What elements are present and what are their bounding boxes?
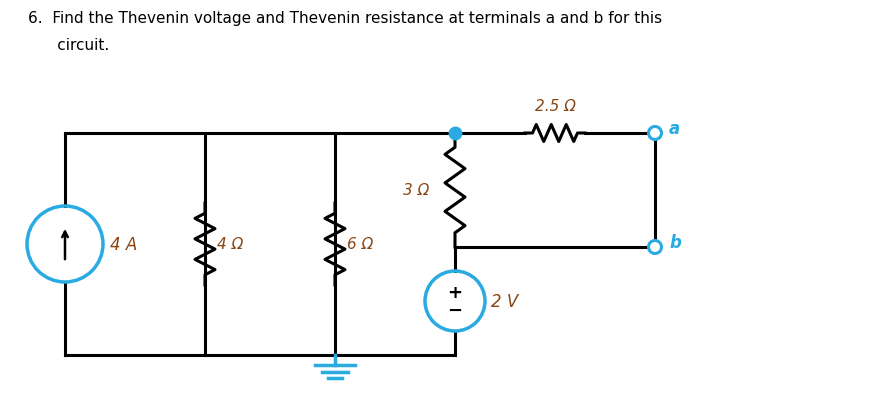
Text: a: a [669,120,680,138]
Text: +: + [447,284,462,301]
Circle shape [649,127,662,140]
Text: b: b [669,233,681,252]
Text: 4 Ω: 4 Ω [217,237,243,252]
Circle shape [649,241,662,254]
Text: 2 V: 2 V [491,292,518,310]
Text: 4 A: 4 A [110,235,137,254]
Text: 2.5 Ω: 2.5 Ω [535,99,575,114]
Text: 6 Ω: 6 Ω [347,237,373,252]
Text: 6.  Find the Thevenin voltage and Thevenin resistance at terminals a and b for t: 6. Find the Thevenin voltage and Theveni… [28,11,662,26]
Text: circuit.: circuit. [28,38,109,53]
Text: −: − [447,301,462,319]
Text: 3 Ω: 3 Ω [403,183,429,198]
